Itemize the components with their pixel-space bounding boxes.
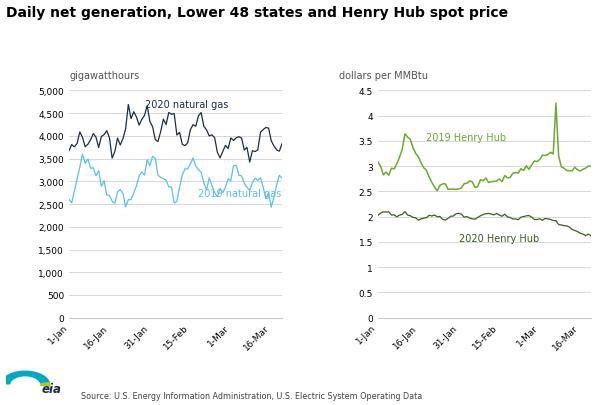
Text: 2020 natural gas: 2020 natural gas	[145, 99, 228, 109]
Text: 2019 natural gas: 2019 natural gas	[199, 188, 282, 198]
Text: gigawatthours: gigawatthours	[69, 71, 139, 81]
Polygon shape	[40, 382, 50, 387]
Text: Daily net generation, Lower 48 states and Henry Hub spot price: Daily net generation, Lower 48 states an…	[6, 6, 508, 20]
Polygon shape	[0, 371, 50, 385]
Text: eia: eia	[42, 382, 62, 395]
Text: 2020 Henry Hub: 2020 Henry Hub	[459, 233, 539, 243]
Text: 2019 Henry Hub: 2019 Henry Hub	[427, 132, 506, 143]
Text: Source: U.S. Energy Information Administration, U.S. Electric System Operating D: Source: U.S. Energy Information Administ…	[81, 391, 422, 400]
Text: dollars per MMBtu: dollars per MMBtu	[339, 71, 428, 81]
